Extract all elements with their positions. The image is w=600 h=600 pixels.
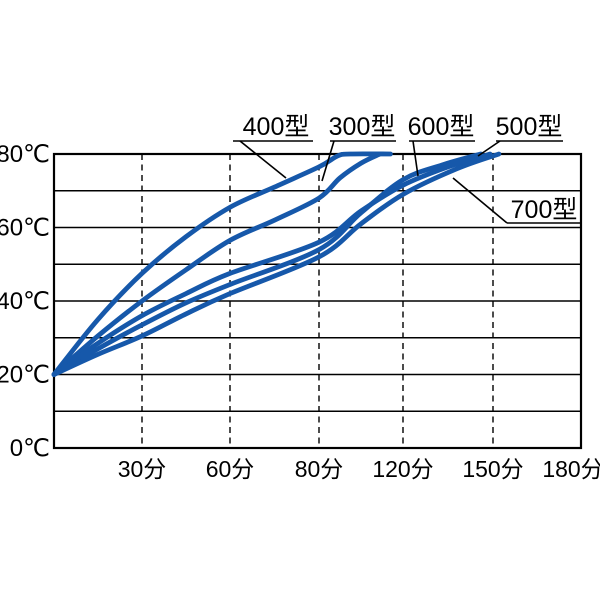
- x-tick-label-60: 60分: [206, 456, 255, 482]
- y-gridlines: [54, 190, 581, 412]
- leader-line-500: [477, 140, 501, 157]
- y-tick-label-20: 20℃: [0, 362, 50, 389]
- curve-400: [51, 151, 393, 377]
- curve-300: [51, 151, 383, 377]
- y-tick-label-0: 0℃: [10, 435, 50, 462]
- series-callouts: 400型 300型 600型 500型 700型: [233, 113, 580, 224]
- curve-600: [51, 151, 493, 377]
- y-tick-label-40: 40℃: [0, 288, 50, 315]
- x-axis-labels: 30分 60分 80分 120分 150分 180分: [118, 456, 600, 482]
- leader-line-400: [239, 140, 287, 179]
- series-label-400: 400型: [243, 113, 310, 141]
- x-tick-label-180: 180分: [542, 456, 600, 482]
- series-curves: [51, 151, 502, 377]
- x-tick-label-30: 30分: [118, 456, 167, 482]
- x-tick-label-120: 120分: [372, 456, 433, 482]
- y-axis-labels: 80℃ 60℃ 40℃ 20℃ 0℃: [0, 141, 50, 462]
- curve-500: [51, 151, 484, 377]
- curve-700: [51, 151, 502, 377]
- y-tick-label-80: 80℃: [0, 141, 50, 168]
- plot-border: [52, 152, 583, 450]
- x-tick-label-150: 150分: [462, 456, 523, 482]
- leader-line-300: [321, 140, 335, 182]
- leader-line-600: [412, 140, 419, 177]
- series-label-300: 300型: [329, 113, 396, 141]
- leader-line-700: [452, 177, 508, 224]
- series-label-700: 700型: [511, 196, 578, 224]
- series-label-500: 500型: [496, 113, 563, 141]
- series-label-600: 600型: [408, 113, 475, 141]
- y-tick-label-60: 60℃: [0, 215, 50, 242]
- x-tick-label-80: 80分: [295, 456, 344, 482]
